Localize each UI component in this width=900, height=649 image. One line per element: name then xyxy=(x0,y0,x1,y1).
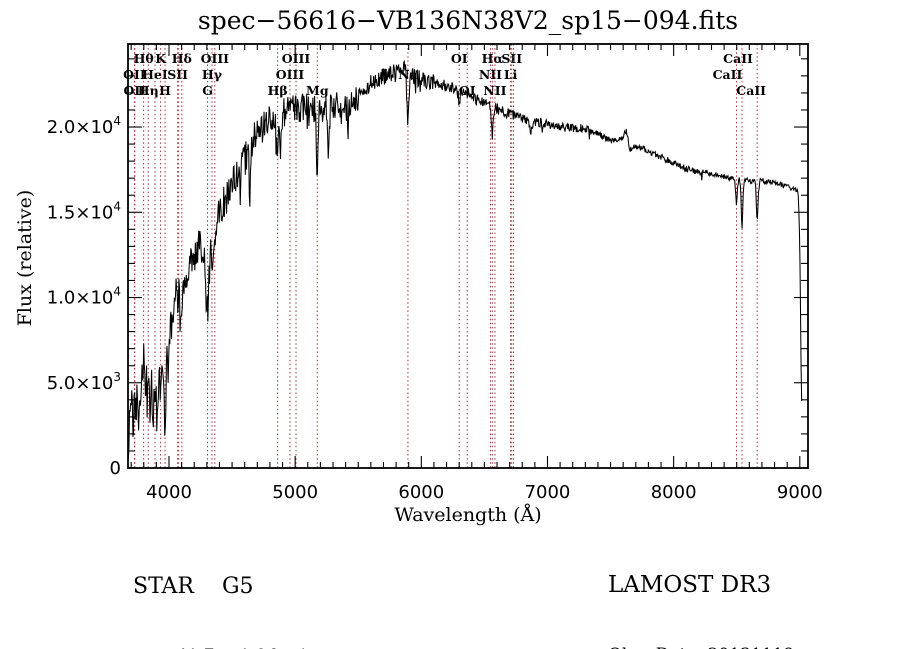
line-marker-label: NII xyxy=(479,67,502,82)
line-marker-label: Hβ xyxy=(268,83,288,98)
plot-title: spec−56616−VB136N38V2_sp15−094.fits xyxy=(197,6,739,35)
line-marker-label: Li xyxy=(504,67,518,82)
y-tick-label: 0 xyxy=(110,458,121,479)
plot-frame xyxy=(127,43,809,469)
x-axis-title: Wavelength (Å) xyxy=(394,504,542,526)
line-marker-label: CaII xyxy=(736,83,766,98)
survey-info-block: LAMOST DR3 Obs−Date: 20131119 xyxy=(608,536,794,649)
line-marker-label: OIII xyxy=(276,67,305,82)
line-marker-label: OIII xyxy=(282,51,311,66)
x-tick-label: 8000 xyxy=(651,482,697,503)
line-marker-label: SII xyxy=(167,67,188,82)
line-marker-label: HeI xyxy=(142,67,168,82)
survey-name-label: LAMOST DR3 xyxy=(608,572,772,598)
x-tick-label: 5000 xyxy=(272,482,318,503)
line-marker-label: Mg xyxy=(306,83,329,98)
spectrum-curve xyxy=(127,59,803,459)
line-marker-label: Hα xyxy=(482,51,504,66)
object-info-block: STAR G5 cz = 41.7 ± 1.0 km/s RA = 135.80… xyxy=(133,538,437,649)
line-marker-label: SII xyxy=(501,51,522,66)
line-marker-label: Hγ xyxy=(202,67,223,82)
line-marker-label: G xyxy=(202,83,213,98)
line-marker-label: CaII xyxy=(713,67,743,82)
line-marker-label: OI xyxy=(451,51,468,66)
y-axis-title: Flux (relative) xyxy=(14,189,36,327)
line-marker-label: K xyxy=(155,51,167,66)
line-marker-label: Hδ xyxy=(172,51,192,66)
y-tick-label: 1.5×104 xyxy=(47,199,121,223)
y-tick-label: 5.0×103 xyxy=(47,370,121,394)
x-tick-label: 9000 xyxy=(777,482,823,503)
line-marker-label: Hη xyxy=(138,83,159,98)
line-marker-label: OII xyxy=(123,83,146,98)
x-tick-label: 6000 xyxy=(398,482,444,503)
line-marker-label: H xyxy=(159,83,171,98)
y-tick-label: 2.0×104 xyxy=(47,114,121,138)
cz-value-label: cz = 41.7 ± 1.0 km/s xyxy=(133,648,437,649)
x-tick-label: 4000 xyxy=(146,482,192,503)
y-tick-label: 1.0×104 xyxy=(47,285,121,309)
obs-date-label: Obs−Date: 20131119 xyxy=(608,647,794,649)
line-marker-label: Hθ xyxy=(134,51,154,66)
object-class-label: STAR G5 xyxy=(133,574,254,599)
line-marker-label: CaII xyxy=(723,51,753,66)
line-marker-label: OIII xyxy=(201,51,230,66)
line-marker-label: NII xyxy=(483,83,506,98)
x-tick-label: 7000 xyxy=(525,482,571,503)
